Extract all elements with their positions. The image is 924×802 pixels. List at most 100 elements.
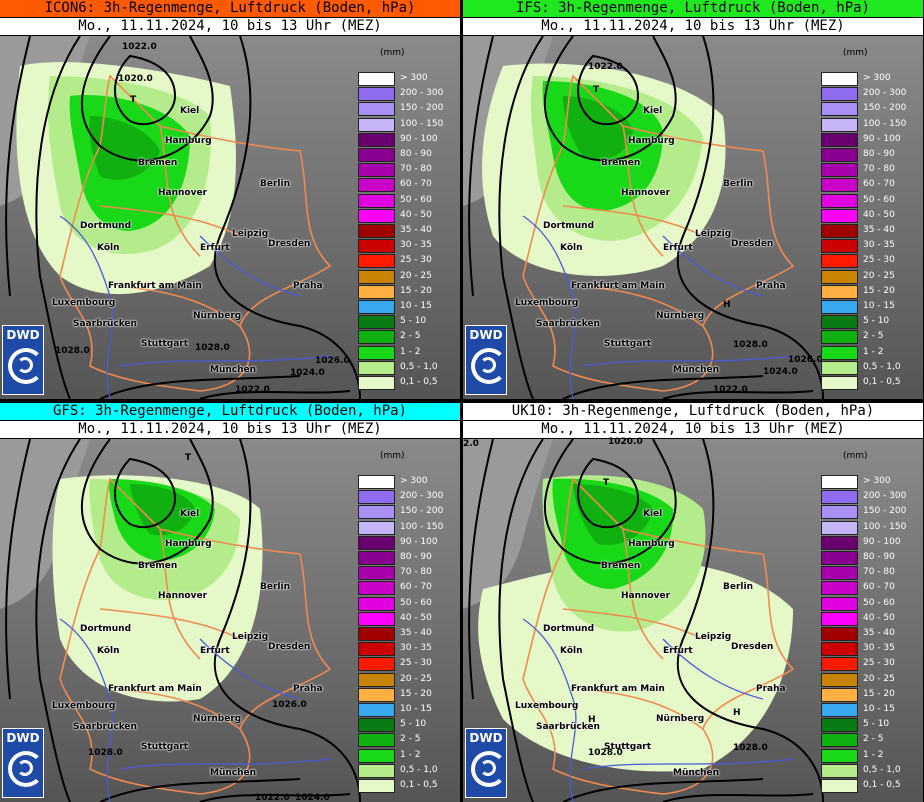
pressure-label: 1026.0 xyxy=(272,700,307,710)
legend-item: > 300 xyxy=(358,72,460,87)
isobar-line xyxy=(80,439,214,565)
legend-swatch xyxy=(358,733,395,748)
legend-item: 50 - 60 xyxy=(358,193,460,209)
legend-item: 25 - 30 xyxy=(821,254,923,269)
border-line xyxy=(99,608,241,640)
legend-item: 20 - 25 xyxy=(358,269,460,285)
legend-item: 35 - 40 xyxy=(821,627,923,642)
legend-label: 0,5 - 1,0 xyxy=(400,764,438,775)
legend-swatch xyxy=(821,551,858,565)
legend-swatch xyxy=(821,330,858,345)
city-label: Hamburg xyxy=(628,136,675,146)
legend-swatch xyxy=(821,475,858,489)
isobar-line xyxy=(199,390,351,399)
precipitation-area xyxy=(563,96,633,160)
legend-item: 30 - 35 xyxy=(358,239,460,254)
panel-title: GFS: 3h-Regenmenge, Luftdruck (Boden, hP… xyxy=(0,403,460,420)
legend-item: 100 - 150 xyxy=(358,520,460,536)
legend-label: 5 - 10 xyxy=(400,719,427,730)
legend-item: 30 - 35 xyxy=(821,239,923,254)
legend-swatch xyxy=(821,254,858,269)
legend-label: 20 - 25 xyxy=(400,673,432,684)
legend-swatch xyxy=(821,102,858,117)
isobar-line xyxy=(562,375,764,399)
city-label: Hannover xyxy=(621,188,671,198)
city-label: Stuttgart xyxy=(141,339,189,349)
isobar-line xyxy=(468,36,494,297)
legend-item: 2 - 5 xyxy=(358,733,460,748)
legend-swatch xyxy=(821,208,858,223)
river-line xyxy=(522,618,577,802)
pressure-label: 1024.0 xyxy=(295,793,330,802)
pressure-label: 1022.0 xyxy=(122,42,157,52)
river-line xyxy=(199,235,301,297)
legend-label: 5 - 10 xyxy=(400,316,427,327)
legend-label: 200 - 300 xyxy=(400,88,444,99)
legend-item: 0,5 - 1,0 xyxy=(358,360,460,376)
legend-item: 150 - 200 xyxy=(821,102,923,117)
legend-item: 35 - 40 xyxy=(358,627,460,642)
isobar-line xyxy=(543,36,677,162)
legend-item: 35 - 40 xyxy=(358,224,460,239)
city-label: Stuttgart xyxy=(604,742,652,752)
legend-item: 200 - 300 xyxy=(358,490,460,505)
legend-swatch xyxy=(821,490,858,505)
panel-subtitle: Mo., 11.11.2024, 10 bis 13 Uhr (MEZ) xyxy=(0,420,460,439)
pressure-label: 1028.0 xyxy=(55,346,90,356)
legend-item: 30 - 35 xyxy=(821,642,923,657)
isobar-line xyxy=(498,439,544,802)
legend-swatch xyxy=(358,748,395,763)
city-label: Kiel xyxy=(643,509,663,519)
dwd-logo-text: DWD xyxy=(469,731,503,745)
legend-swatch xyxy=(821,520,858,535)
legend-swatch xyxy=(358,72,395,86)
legend-swatch xyxy=(821,733,858,748)
legend-label: 50 - 60 xyxy=(400,194,432,205)
legend-label: 40 - 50 xyxy=(863,612,895,623)
precipitation-area xyxy=(478,559,793,772)
city-label: Hannover xyxy=(158,188,208,198)
legend-label: 1 - 2 xyxy=(863,346,884,357)
legend-swatch xyxy=(358,672,395,687)
city-label: München xyxy=(210,768,257,778)
legend-item: 15 - 20 xyxy=(358,687,460,703)
legend-label: > 300 xyxy=(400,476,428,486)
city-label: Berlin xyxy=(723,582,753,592)
dwd-logo: DWD xyxy=(465,325,507,395)
dwd-logo: DWD xyxy=(465,728,507,798)
legend-swatch xyxy=(821,657,858,672)
legend-swatch xyxy=(821,642,858,657)
city-label: Leipzig xyxy=(232,229,269,239)
border-line xyxy=(119,688,241,730)
legend-swatch xyxy=(358,178,395,193)
legend-label: 25 - 30 xyxy=(400,255,432,266)
pressure-label: T xyxy=(130,95,137,105)
pressure-label: 1020.0 xyxy=(608,437,643,447)
legend-label: 60 - 70 xyxy=(863,179,895,190)
spiral-icon xyxy=(471,751,507,787)
isobar-line xyxy=(676,439,824,802)
panel-subtitle: Mo., 11.11.2024, 10 bis 13 Uhr (MEZ) xyxy=(0,17,460,36)
city-label: Erfurt xyxy=(663,243,693,253)
isobar-line xyxy=(35,36,81,399)
legend-label: 35 - 40 xyxy=(400,628,432,638)
pressure-label: T xyxy=(185,453,192,463)
pressure-label: 1024.0 xyxy=(290,368,325,378)
legend-label: 10 - 15 xyxy=(400,301,432,311)
city-label: Dortmund xyxy=(80,624,132,634)
legend-item: 70 - 80 xyxy=(821,163,923,178)
city-label: Dresden xyxy=(731,642,774,652)
legend-swatch xyxy=(358,642,395,657)
legend-swatch xyxy=(821,193,858,208)
legend-label: 5 - 10 xyxy=(863,316,890,327)
pressure-label: 1028.0 xyxy=(733,340,768,350)
legend-item: 0,5 - 1,0 xyxy=(821,360,923,376)
legend-item: 20 - 25 xyxy=(358,672,460,688)
legend-swatch xyxy=(821,178,858,193)
pressure-label: 1022.0 xyxy=(588,62,623,72)
river-line xyxy=(582,355,794,367)
legend-swatch xyxy=(358,490,395,505)
precipitation-area xyxy=(130,484,195,536)
legend-label: 100 - 150 xyxy=(400,521,444,532)
legend-label: 80 - 90 xyxy=(400,552,432,562)
